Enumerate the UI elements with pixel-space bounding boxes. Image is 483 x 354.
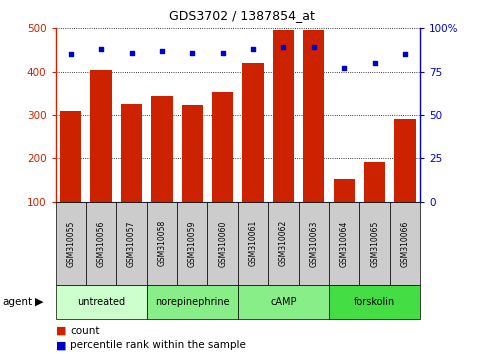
Point <box>158 48 166 54</box>
Bar <box>329 285 420 319</box>
Text: forskolin: forskolin <box>354 297 395 307</box>
Bar <box>395 119 416 202</box>
Bar <box>238 202 268 285</box>
Point <box>188 50 196 56</box>
Bar <box>359 202 390 285</box>
Bar <box>364 162 385 202</box>
Bar <box>116 202 147 285</box>
Bar <box>151 96 172 202</box>
Text: percentile rank within the sample: percentile rank within the sample <box>70 340 246 350</box>
Bar <box>329 202 359 285</box>
Text: ▶: ▶ <box>35 297 43 307</box>
Text: GSM310061: GSM310061 <box>249 220 257 267</box>
Bar <box>242 63 264 202</box>
Bar <box>147 202 177 285</box>
Bar <box>56 285 147 319</box>
Bar <box>182 105 203 202</box>
Text: GSM310063: GSM310063 <box>309 220 318 267</box>
Bar <box>334 179 355 202</box>
Bar <box>273 30 294 202</box>
Bar <box>177 202 208 285</box>
Text: GDS3702 / 1387854_at: GDS3702 / 1387854_at <box>169 9 314 22</box>
Text: agent: agent <box>2 297 32 307</box>
Bar <box>268 202 298 285</box>
Point <box>341 65 348 71</box>
Bar <box>121 104 142 202</box>
Bar <box>303 30 325 202</box>
Bar <box>298 202 329 285</box>
Text: cAMP: cAMP <box>270 297 297 307</box>
Point <box>310 45 318 50</box>
Bar <box>147 285 238 319</box>
Point <box>97 46 105 52</box>
Text: GSM310066: GSM310066 <box>400 220 410 267</box>
Text: GSM310062: GSM310062 <box>279 220 288 267</box>
Text: GSM310064: GSM310064 <box>340 220 349 267</box>
Bar <box>86 202 116 285</box>
Bar <box>60 111 81 202</box>
Point <box>249 46 257 52</box>
Text: ■: ■ <box>56 326 66 336</box>
Bar <box>238 285 329 319</box>
Text: GSM310065: GSM310065 <box>370 220 379 267</box>
Text: count: count <box>70 326 99 336</box>
Bar <box>90 70 112 202</box>
Text: ■: ■ <box>56 340 66 350</box>
Point <box>67 51 74 57</box>
Bar <box>212 92 233 202</box>
Bar <box>208 202 238 285</box>
Text: untreated: untreated <box>77 297 125 307</box>
Text: GSM310058: GSM310058 <box>157 220 167 267</box>
Text: GSM310060: GSM310060 <box>218 220 227 267</box>
Point <box>219 50 227 56</box>
Text: GSM310059: GSM310059 <box>188 220 197 267</box>
Point <box>128 50 135 56</box>
Point <box>280 45 287 50</box>
Point <box>371 60 379 66</box>
Text: GSM310056: GSM310056 <box>97 220 106 267</box>
Bar <box>390 202 420 285</box>
Text: norepinephrine: norepinephrine <box>155 297 229 307</box>
Bar <box>56 202 86 285</box>
Point <box>401 51 409 57</box>
Text: GSM310057: GSM310057 <box>127 220 136 267</box>
Text: GSM310055: GSM310055 <box>66 220 75 267</box>
